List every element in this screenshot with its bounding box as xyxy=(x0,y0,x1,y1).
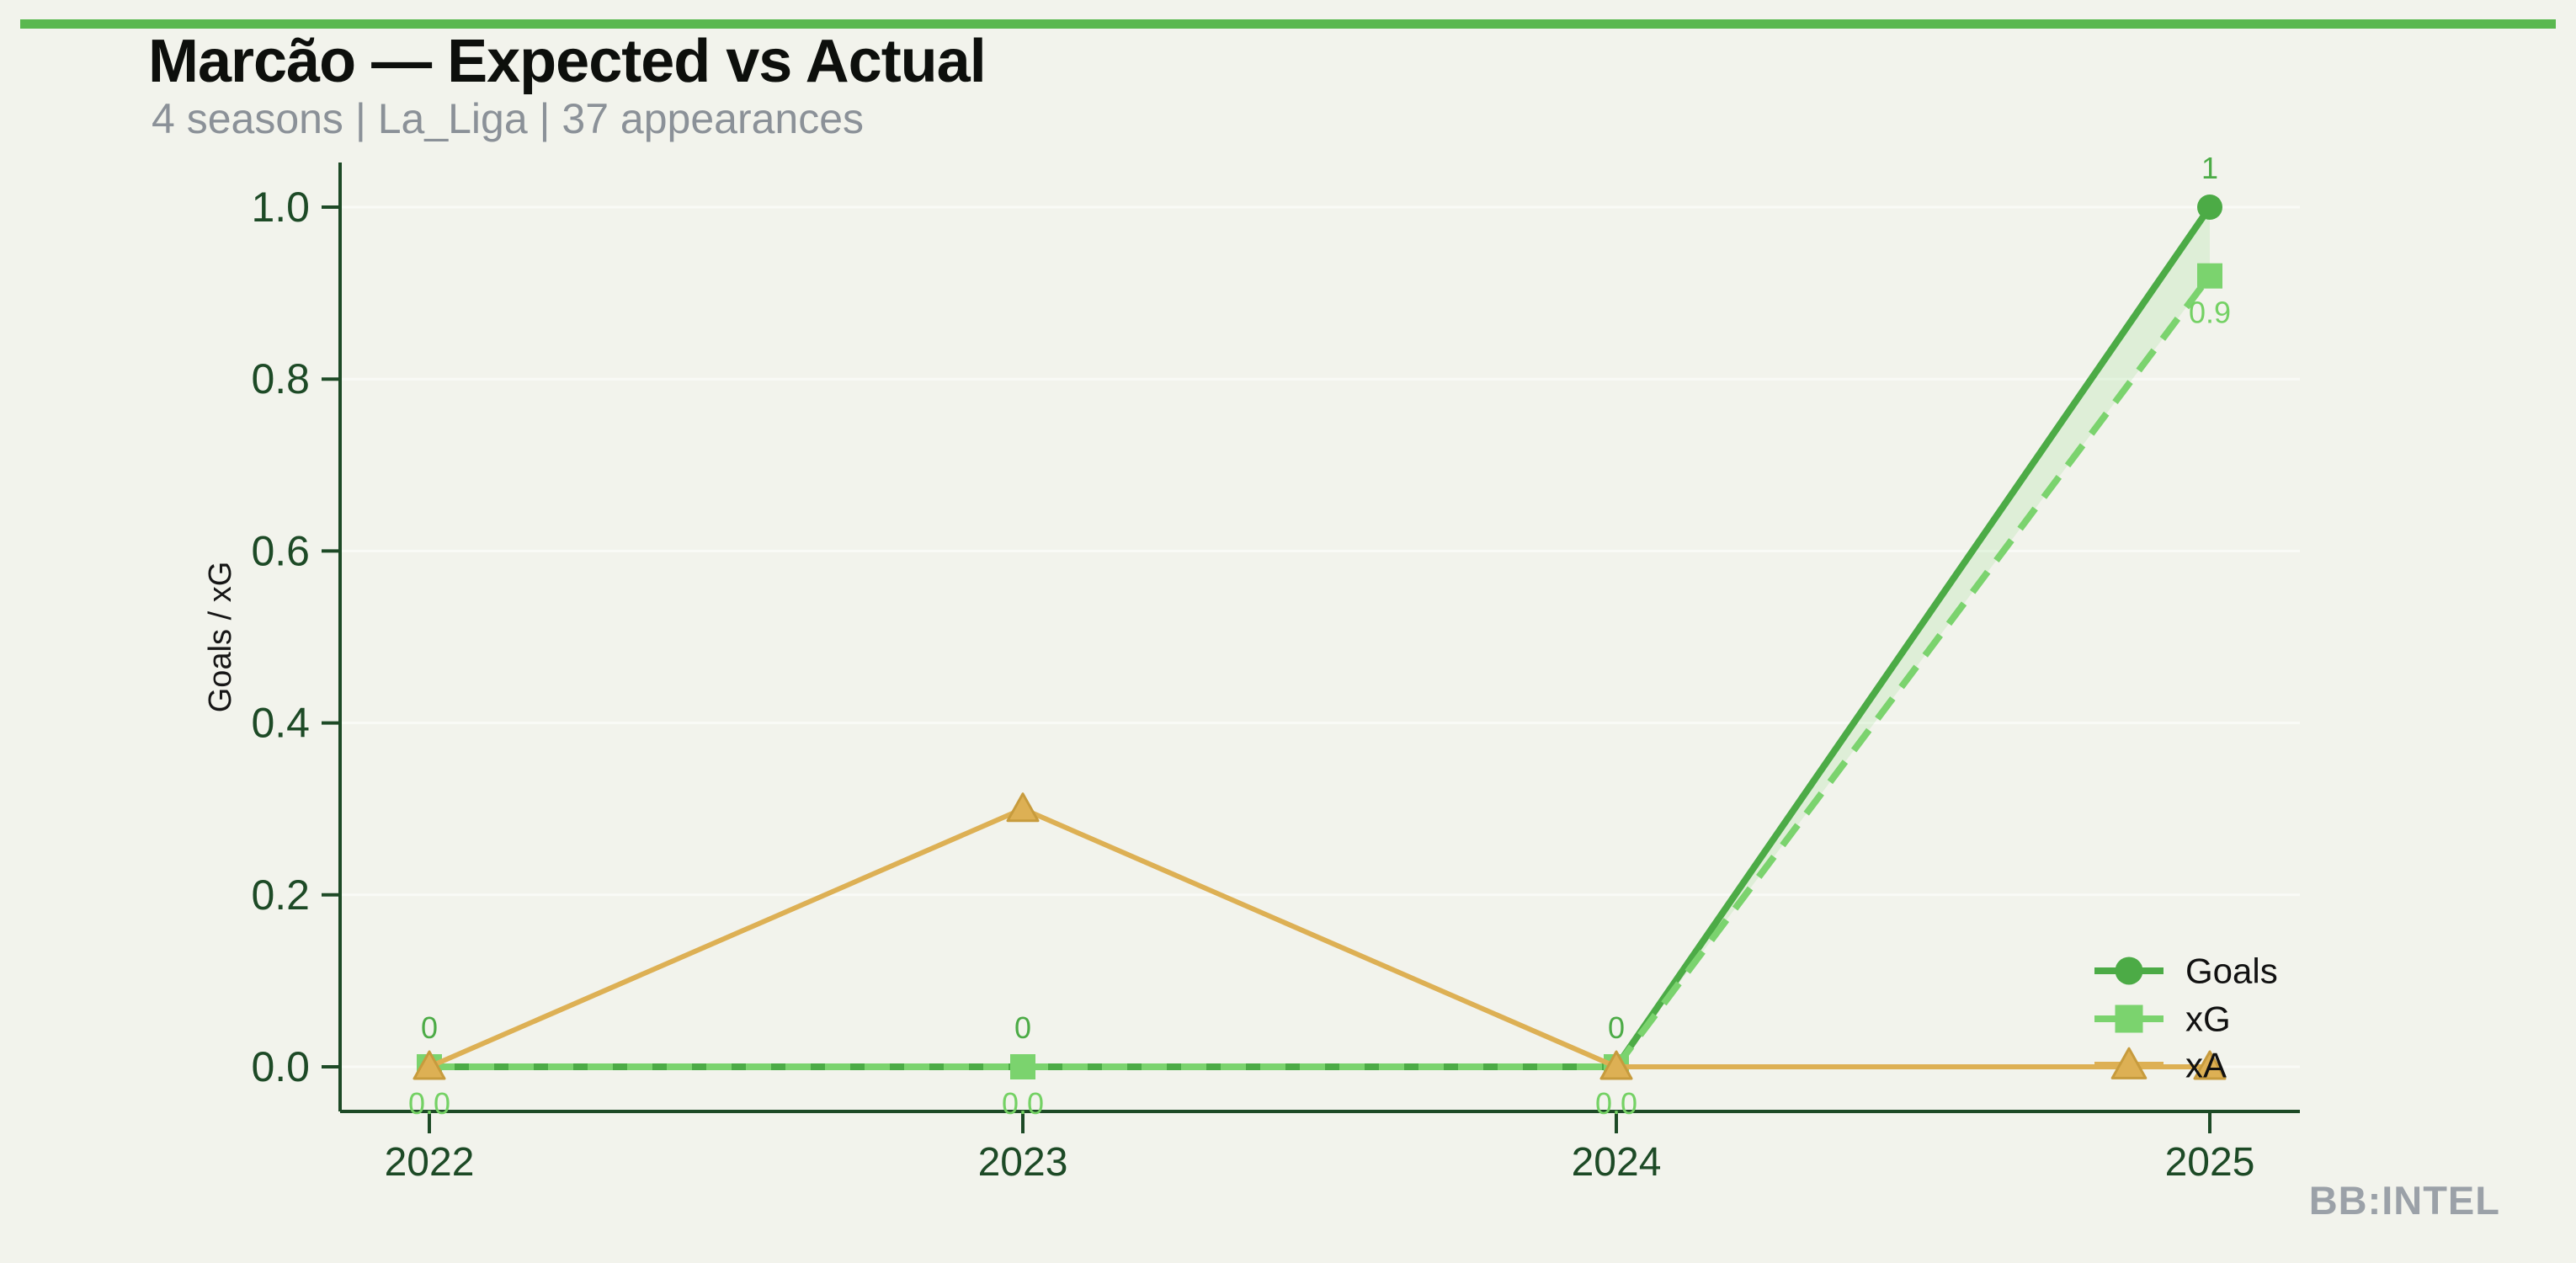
legend-label: Goals xyxy=(2185,951,2278,991)
xa-marker-triangle-icon xyxy=(1599,1050,1633,1080)
chart-subtitle: 4 seasons | La_Liga | 37 appearances xyxy=(152,95,865,142)
xa-marker-triangle-icon xyxy=(412,1050,446,1080)
point-label: 0 xyxy=(1608,1010,1625,1045)
legend-item-xg: xG xyxy=(2094,999,2231,1039)
xa-line xyxy=(428,806,2210,1069)
xa-marker-triangle-icon xyxy=(1006,792,1040,823)
xg-point-labels: 0.0 0.0 0.0 0.9 xyxy=(408,296,2231,1121)
y-tick-label: 0.4 xyxy=(251,700,310,747)
legend-label: xG xyxy=(2185,999,2231,1039)
legend-item-xa: xA xyxy=(2094,1046,2227,1085)
y-axis-title: Goals / xG xyxy=(203,562,238,713)
series-xa xyxy=(412,792,2227,1080)
point-label: 0 xyxy=(1014,1010,1031,1045)
chart-title: Marcão — Expected vs Actual xyxy=(148,28,987,95)
goals-marker-circle-icon xyxy=(2197,195,2222,220)
goals-point-labels: 0 0 0 1 xyxy=(421,151,2218,1045)
goals-marker-circle-icon xyxy=(2115,957,2143,985)
x-tick-label: 2023 xyxy=(978,1140,1068,1185)
x-tick-label: 2025 xyxy=(2165,1140,2255,1185)
accent-bar xyxy=(20,19,2556,29)
watermark: BB:INTEL xyxy=(2308,1178,2500,1223)
y-tick-label: 1.0 xyxy=(251,184,310,231)
point-label: 1 xyxy=(2201,151,2218,185)
xg-marker-square-icon xyxy=(2115,1005,2143,1033)
y-tick-label: 0.8 xyxy=(251,355,310,402)
legend: Goals xG xA xyxy=(2094,951,2278,1085)
xg-line xyxy=(429,274,2213,1070)
point-label: 0.0 xyxy=(408,1086,450,1121)
series-goals xyxy=(417,195,2222,1079)
xg-marker-square-icon xyxy=(2197,263,2222,289)
xg-marker-square-icon xyxy=(1010,1054,1035,1079)
xa-marker-triangle-icon xyxy=(2110,1047,2148,1079)
x-tick-label: 2024 xyxy=(1572,1140,1662,1185)
y-tick-label: 0.6 xyxy=(251,527,310,574)
legend-label: xA xyxy=(2185,1046,2227,1085)
point-label: 0.0 xyxy=(1595,1086,1637,1121)
axes: 0.0 0.2 0.4 0.6 0.8 1.0 2022 2023 2024 2025 Goals … xyxy=(203,163,2300,1185)
point-label: 0 xyxy=(421,1010,438,1045)
y-tick-label: 0.0 xyxy=(251,1043,310,1090)
xa-marker-triangle-icon xyxy=(2193,1050,2227,1080)
legend-item-goals: Goals xyxy=(2094,951,2278,991)
point-label: 0.9 xyxy=(2189,296,2231,330)
x-tick-label: 2022 xyxy=(385,1140,475,1185)
y-tick-label: 0.2 xyxy=(251,871,310,919)
point-label: 0.0 xyxy=(1002,1086,1044,1121)
